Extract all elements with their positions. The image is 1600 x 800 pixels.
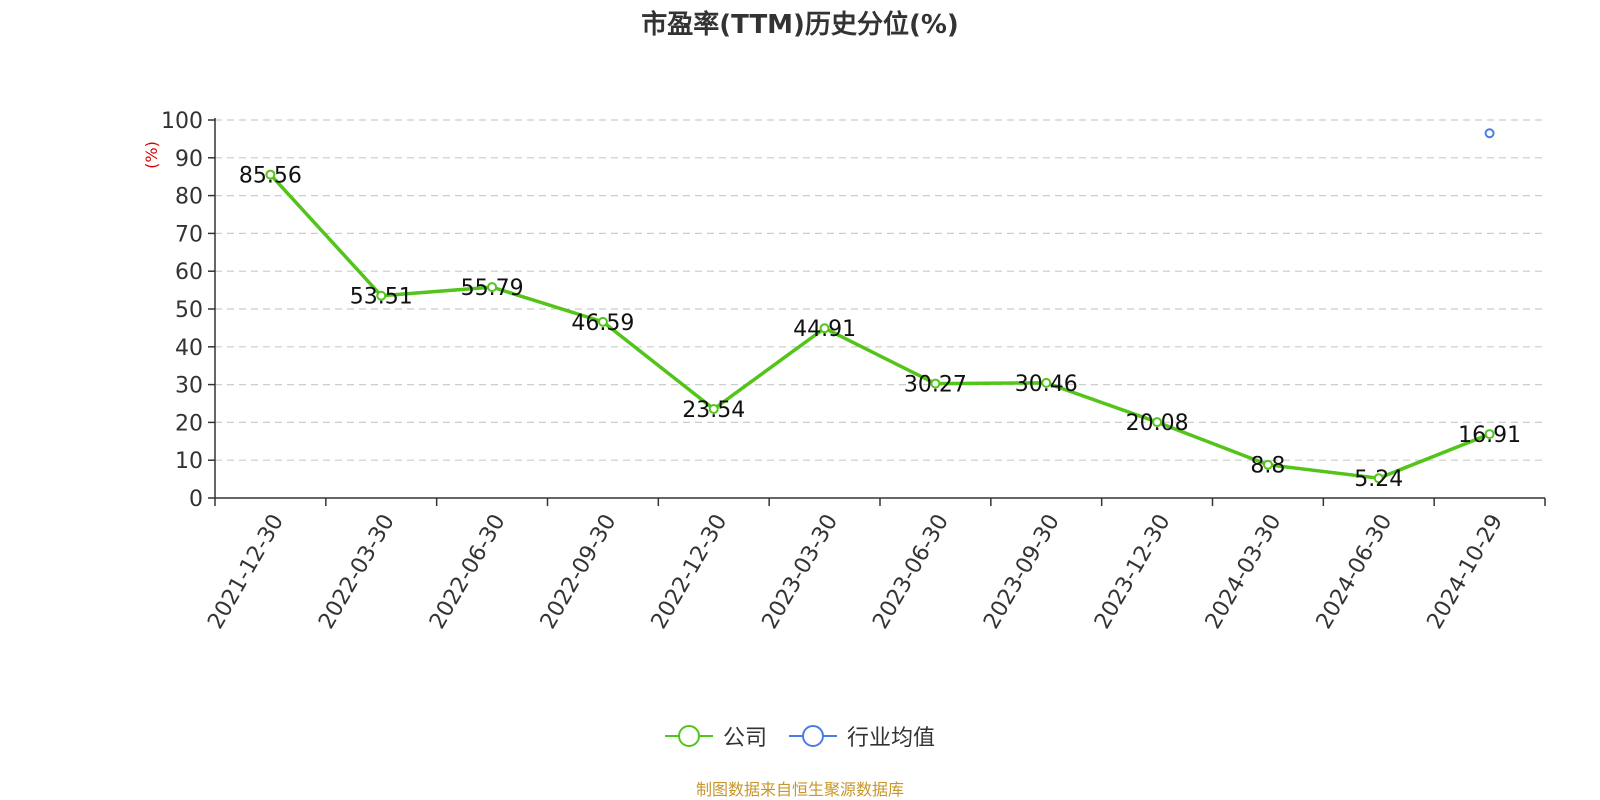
company-data-label: 30.46: [1015, 372, 1078, 397]
y-tick-label: 10: [175, 449, 203, 474]
legend-company-label: 公司: [722, 726, 767, 751]
company-data-label: 30.27: [904, 373, 967, 398]
y-tick-label: 70: [175, 222, 203, 247]
x-tick-label: 2023-09-30: [979, 510, 1065, 633]
series-layer: [265, 128, 1495, 484]
company-data-label: 55.79: [461, 276, 524, 301]
company-data-point: [376, 290, 387, 301]
company-data-label: 46.59: [571, 311, 634, 336]
y-tick-label: 0: [189, 487, 203, 512]
data-labels: 85.56 53.51 55.79 46.59 23.54 44.91 30.27 30.46…: [239, 164, 1521, 493]
company-data-point: [1152, 417, 1163, 428]
company-data-point: [1484, 429, 1495, 440]
x-tick-label: 2024-06-30: [1312, 510, 1398, 633]
company-data-label: 5.24: [1354, 467, 1403, 492]
x-tick-label: 2024-10-29: [1423, 510, 1509, 633]
company-series-line: [269, 173, 1491, 480]
axes: 0 10 20 30 40 50 60 70 80 90 100 2021-12-30 2022-03-…: [161, 109, 1546, 633]
chart-title: 市盈率(TTM)历史分位(%): [641, 10, 959, 40]
y-tick-label: 20: [175, 411, 203, 436]
company-data-label: 23.54: [682, 398, 745, 423]
company-data-label: 16.91: [1458, 423, 1521, 448]
x-tick-label: 2022-09-30: [536, 510, 622, 633]
y-tick-label: 40: [175, 336, 203, 361]
y-tick-label: 60: [175, 260, 203, 285]
legend: 公司 行业均值: [0, 720, 1600, 752]
y-tick-label: 90: [175, 147, 203, 172]
company-data-label: 85.56: [239, 164, 302, 189]
company-data-label: 53.51: [350, 285, 413, 310]
industry-data-point: [1484, 128, 1495, 139]
y-tick-label: 30: [175, 374, 203, 399]
legend-industry-label: 行业均值: [847, 726, 936, 751]
legend-item-industry-average[interactable]: 行业均值: [789, 720, 935, 752]
company-data-point: [708, 404, 719, 415]
company-data-point: [1041, 377, 1052, 388]
x-tick-label: 2023-12-30: [1090, 510, 1176, 633]
company-data-label: 44.91: [793, 317, 856, 342]
y-axis-unit-label: (%): [142, 141, 161, 169]
company-data-point: [819, 323, 830, 334]
x-tick-label: 2021-12-30: [203, 510, 289, 633]
data-source-note: 制图数据来自恒生聚源数据库: [695, 780, 904, 799]
y-tick-label: 50: [175, 298, 203, 323]
company-data-point: [930, 378, 941, 389]
x-tick-label: 2023-06-30: [868, 510, 954, 633]
x-tick-label: 2022-06-30: [425, 510, 511, 633]
company-data-point: [1262, 459, 1273, 470]
legend-company-marker-icon: [664, 723, 713, 749]
legend-industry-marker-icon: [789, 723, 837, 749]
company-data-point: [265, 169, 276, 180]
company-data-point: [487, 282, 498, 293]
company-data-point: [1373, 473, 1384, 484]
x-tick-label: 2022-03-30: [314, 510, 400, 633]
y-tick-label: 100: [161, 109, 203, 134]
company-data-label: 8.8: [1250, 454, 1285, 479]
company-data-label: 20.08: [1126, 411, 1189, 436]
company-data-point: [597, 316, 608, 327]
grid-lines: [215, 119, 1545, 461]
y-tick-label: 80: [175, 185, 203, 210]
legend-item-company[interactable]: 公司: [664, 720, 767, 752]
x-tick-label: 2022-12-30: [647, 510, 733, 633]
x-tick-label: 2024-03-30: [1201, 510, 1287, 633]
x-tick-label: 2023-03-30: [758, 510, 844, 633]
